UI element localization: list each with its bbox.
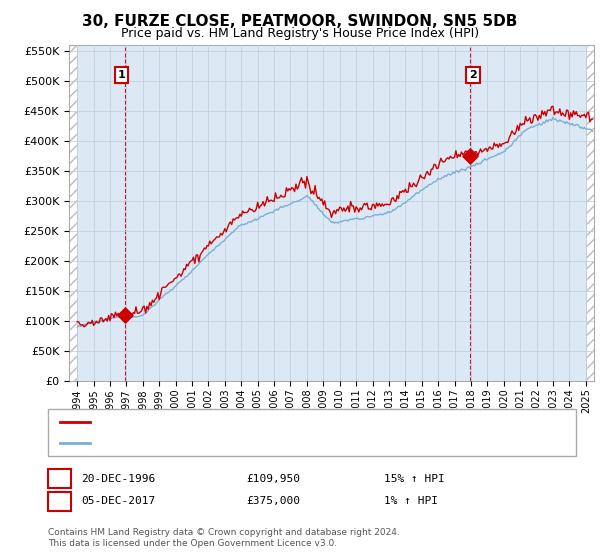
Text: £109,950: £109,950 <box>246 474 300 484</box>
Text: Contains HM Land Registry data © Crown copyright and database right 2024.
This d: Contains HM Land Registry data © Crown c… <box>48 528 400 548</box>
Point <box>465 151 475 160</box>
Text: 20-DEC-1996: 20-DEC-1996 <box>81 474 155 484</box>
Text: 30, FURZE CLOSE, PEATMOOR, SWINDON, SN5 5DB (detached house): 30, FURZE CLOSE, PEATMOOR, SWINDON, SN5 … <box>99 417 461 427</box>
Text: 1: 1 <box>55 472 64 486</box>
Text: HPI: Average price, detached house, Swindon: HPI: Average price, detached house, Swin… <box>99 438 336 448</box>
Text: 2: 2 <box>55 494 64 508</box>
Text: 05-DEC-2017: 05-DEC-2017 <box>81 496 155 506</box>
Point <box>121 310 130 319</box>
Text: £375,000: £375,000 <box>246 496 300 506</box>
Text: 30, FURZE CLOSE, PEATMOOR, SWINDON, SN5 5DB: 30, FURZE CLOSE, PEATMOOR, SWINDON, SN5 … <box>82 14 518 29</box>
Text: 1% ↑ HPI: 1% ↑ HPI <box>384 496 438 506</box>
Text: Price paid vs. HM Land Registry's House Price Index (HPI): Price paid vs. HM Land Registry's House … <box>121 27 479 40</box>
Text: 15% ↑ HPI: 15% ↑ HPI <box>384 474 445 484</box>
Text: 1: 1 <box>118 70 126 80</box>
Text: 2: 2 <box>469 70 477 80</box>
